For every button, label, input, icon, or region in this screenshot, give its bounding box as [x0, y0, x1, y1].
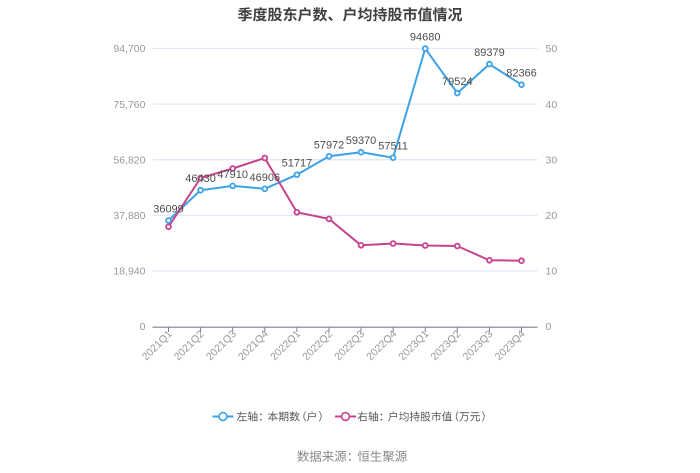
svg-text:10: 10	[546, 266, 558, 278]
svg-text:89379: 89379	[474, 47, 505, 59]
svg-text:40: 40	[546, 99, 558, 111]
svg-text:59370: 59370	[346, 135, 377, 147]
svg-text:18,940: 18,940	[113, 266, 145, 278]
svg-text:94,700: 94,700	[113, 43, 145, 55]
svg-text:50: 50	[546, 43, 558, 55]
svg-text:30: 30	[546, 154, 558, 166]
svg-text:57511: 57511	[378, 141, 408, 153]
svg-text:47910: 47910	[217, 169, 248, 181]
svg-text:56,820: 56,820	[113, 154, 145, 166]
svg-text:79524: 79524	[442, 76, 473, 88]
svg-text:0: 0	[546, 321, 552, 333]
svg-text:82366: 82366	[506, 68, 537, 80]
svg-text:36099: 36099	[153, 204, 184, 216]
svg-text:46906: 46906	[250, 172, 281, 184]
svg-text:94680: 94680	[410, 32, 441, 44]
svg-text:57972: 57972	[314, 139, 345, 151]
svg-text:75,760: 75,760	[113, 99, 145, 111]
svg-text:37,880: 37,880	[113, 210, 145, 222]
svg-text:20: 20	[546, 210, 558, 222]
svg-text:46430: 46430	[185, 173, 216, 185]
svg-text:0: 0	[140, 321, 146, 333]
svg-text:51717: 51717	[282, 158, 313, 170]
